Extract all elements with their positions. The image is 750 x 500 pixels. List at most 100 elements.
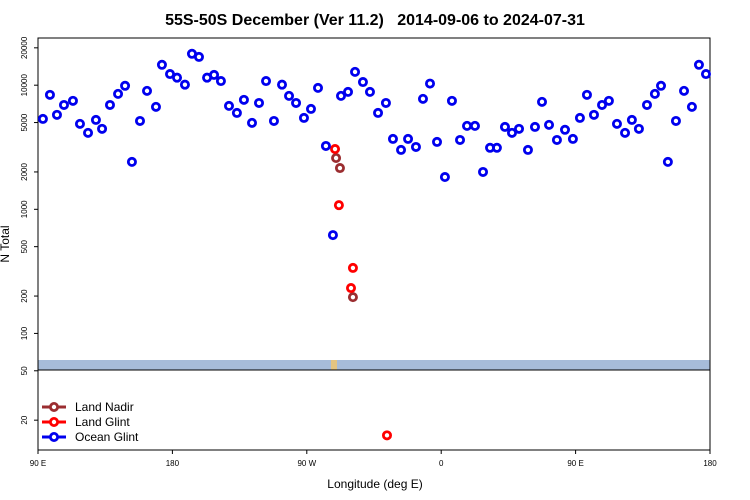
legend-label: Ocean Glint <box>75 430 139 444</box>
data-point <box>58 99 69 110</box>
x-tick-label: 90 W <box>297 459 316 468</box>
data-point <box>172 72 183 83</box>
data-point <box>343 86 354 97</box>
data-point <box>51 109 62 120</box>
data-point <box>455 134 466 145</box>
data-point <box>284 90 295 101</box>
data-point <box>574 112 585 123</box>
data-point <box>499 121 510 132</box>
x-tick-label: 180 <box>166 459 180 468</box>
data-point <box>567 133 578 144</box>
data-point <box>277 79 288 90</box>
data-point <box>327 230 338 241</box>
data-point <box>179 79 190 90</box>
data-point <box>357 77 368 88</box>
data-point <box>514 123 525 134</box>
data-point <box>649 88 660 99</box>
data-point <box>312 82 323 93</box>
data-point <box>700 69 711 80</box>
data-point <box>396 144 407 155</box>
data-point <box>686 101 697 112</box>
data-point <box>142 85 153 96</box>
y-tick-label: 100 <box>20 326 29 340</box>
data-point <box>150 101 161 112</box>
data-point <box>261 76 272 87</box>
data-point <box>126 156 137 167</box>
data-point <box>156 59 167 70</box>
x-tick-label: 90 E <box>30 459 46 468</box>
data-point <box>246 117 257 128</box>
chart-title: 55S-50S December (Ver 11.2) 2014-09-06 t… <box>165 12 585 29</box>
data-point <box>350 66 361 77</box>
y-tick-label: 5000 <box>20 113 29 131</box>
data-point <box>215 76 226 87</box>
data-point <box>588 109 599 120</box>
data-point <box>330 144 341 155</box>
y-tick-label: 50 <box>20 366 29 375</box>
data-point <box>67 95 78 106</box>
data-point <box>544 119 555 130</box>
data-point <box>641 99 652 110</box>
data-point <box>597 99 608 110</box>
data-point <box>223 100 234 111</box>
data-point <box>254 97 265 108</box>
data-point <box>291 97 302 108</box>
y-tick-label: 1000 <box>20 200 29 218</box>
legend-label: Land Nadir <box>75 400 134 414</box>
data-point <box>335 90 346 101</box>
data-point <box>446 95 457 106</box>
data-point <box>83 127 94 138</box>
data-point <box>559 124 570 135</box>
y-tick-label: 500 <box>20 239 29 253</box>
data-point <box>37 113 48 124</box>
data-point <box>380 97 391 108</box>
data-point <box>529 121 540 132</box>
data-point <box>120 80 131 91</box>
data-point <box>320 140 331 151</box>
data-point <box>403 133 414 144</box>
data-point <box>522 144 533 155</box>
y-axis-label: N Total <box>0 225 12 262</box>
data-point <box>581 89 592 100</box>
data-point <box>331 153 342 164</box>
data-point <box>626 114 637 125</box>
data-point <box>679 85 690 96</box>
x-tick-label: 90 E <box>567 459 583 468</box>
data-point <box>347 292 358 303</box>
y-tick-label: 2000 <box>20 162 29 180</box>
data-point <box>104 99 115 110</box>
data-point <box>134 115 145 126</box>
data-point <box>469 120 480 131</box>
data-point <box>693 59 704 70</box>
data-point <box>238 94 249 105</box>
data-point <box>551 134 562 145</box>
data-point <box>333 200 344 211</box>
data-point <box>346 283 357 294</box>
data-point <box>417 93 428 104</box>
data-point <box>432 136 443 147</box>
y-tick-label: 10000 <box>20 74 29 97</box>
data-point <box>656 80 667 91</box>
data-point <box>491 142 502 153</box>
data-point <box>537 96 548 107</box>
legend-label: Land Glint <box>75 415 130 429</box>
data-point <box>611 118 622 129</box>
x-axis-label: Longitude (deg E) <box>327 477 422 491</box>
data-point <box>209 69 220 80</box>
plot-frame <box>37 37 711 451</box>
data-point <box>74 118 85 129</box>
data-point <box>347 262 358 273</box>
data-point <box>268 115 279 126</box>
y-tick-label: 20 <box>20 415 29 424</box>
y-tick-label: 20000 <box>20 36 29 59</box>
data-point <box>298 112 309 123</box>
data-point <box>364 86 375 97</box>
data-point <box>387 133 398 144</box>
data-point <box>478 166 489 177</box>
data-point <box>334 163 345 174</box>
x-tick-label: 0 <box>439 459 444 468</box>
data-point <box>193 51 204 62</box>
x-tick-label: 180 <box>703 459 717 468</box>
data-point <box>113 88 124 99</box>
